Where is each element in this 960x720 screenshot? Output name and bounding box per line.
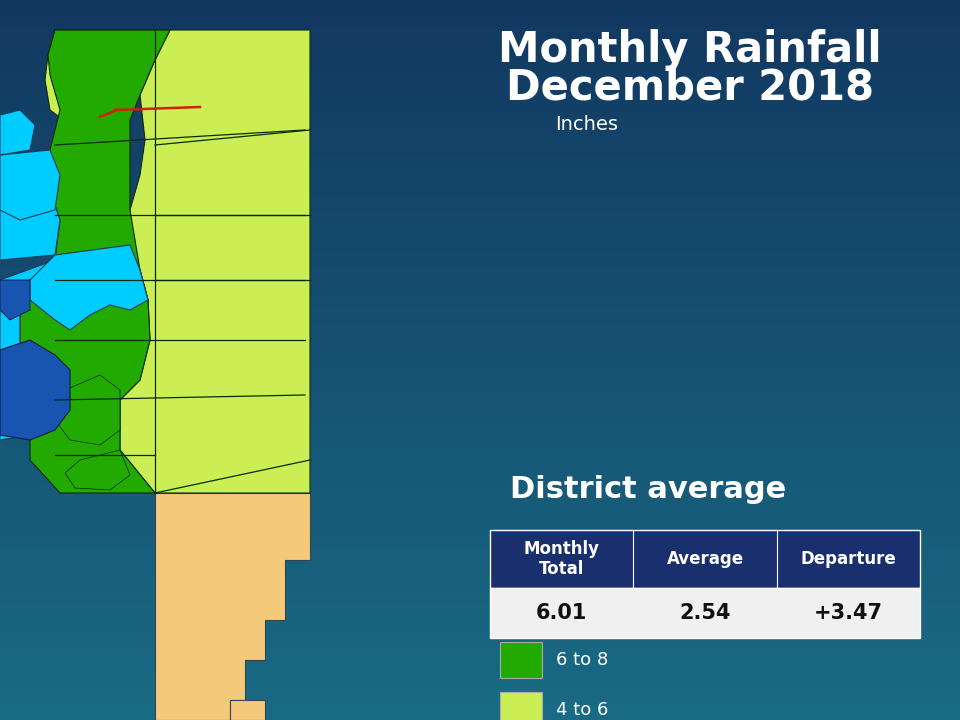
Bar [500,542,542,578]
Bar [500,642,542,678]
Text: Departure: Departure [801,550,897,568]
Polygon shape [45,30,170,130]
Polygon shape [30,245,148,330]
Text: Monthly Rainfall: Monthly Rainfall [498,29,882,71]
Bar [500,592,542,628]
Text: Average: Average [666,550,744,568]
Text: 6 to 8: 6 to 8 [556,651,609,669]
Polygon shape [0,340,70,440]
Text: December 2018: December 2018 [506,67,874,109]
Polygon shape [155,493,310,720]
Polygon shape [55,375,120,445]
Polygon shape [0,110,35,155]
Polygon shape [20,30,170,493]
Text: 8 to 10: 8 to 10 [556,601,619,619]
Polygon shape [0,280,30,320]
Text: Inches: Inches [555,115,618,135]
Bar [490,588,920,638]
Text: 6.01: 6.01 [536,603,588,623]
Polygon shape [120,30,310,493]
Polygon shape [0,260,55,440]
Bar [490,530,920,588]
Text: +3.47: +3.47 [814,603,883,623]
Polygon shape [230,700,265,720]
Text: District average: District average [510,475,786,505]
Polygon shape [0,150,60,220]
Bar [500,692,542,720]
Text: 2.54: 2.54 [680,603,731,623]
Polygon shape [0,150,60,260]
Polygon shape [65,450,130,490]
Text: More than 10: More than 10 [556,551,676,569]
Text: 4 to 6: 4 to 6 [556,701,609,719]
Text: Monthly
Total: Monthly Total [523,539,600,578]
